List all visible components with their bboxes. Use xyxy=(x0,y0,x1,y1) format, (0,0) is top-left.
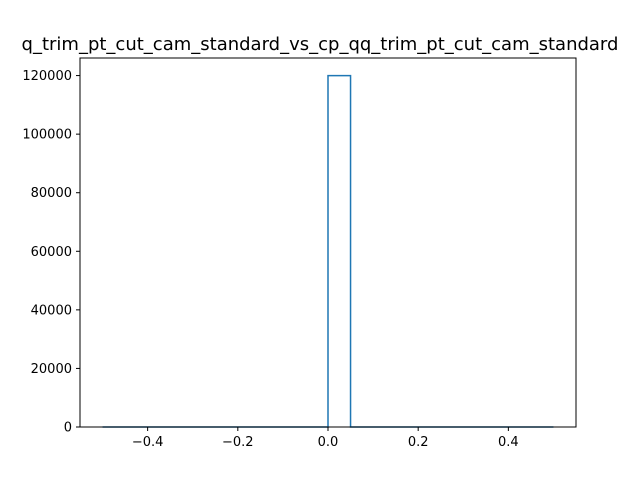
chart-title: q_trim_pt_cut_cam_standard_vs_cp_qq_trim… xyxy=(22,34,619,55)
y-tick-label: 120000 xyxy=(22,69,72,84)
x-tick-label: 0.2 xyxy=(408,435,429,450)
x-tick-label: −0.2 xyxy=(222,435,254,450)
y-tick-label: 40000 xyxy=(31,303,72,318)
x-tick-label: 0.0 xyxy=(318,435,339,450)
x-tick-label: −0.4 xyxy=(132,435,164,450)
y-tick-label: 80000 xyxy=(31,186,72,201)
plot-area: −0.4 −0.2 0.0 0.2 0.4 0 20000 40000 60000 80000 10… xyxy=(22,57,577,450)
y-tick-label: 20000 xyxy=(31,362,72,377)
y-tick-label: 60000 xyxy=(31,245,72,260)
y-tick-label: 100000 xyxy=(22,128,72,143)
y-tick-label: 0 xyxy=(64,421,72,436)
x-tick-label: 0.4 xyxy=(498,435,519,450)
